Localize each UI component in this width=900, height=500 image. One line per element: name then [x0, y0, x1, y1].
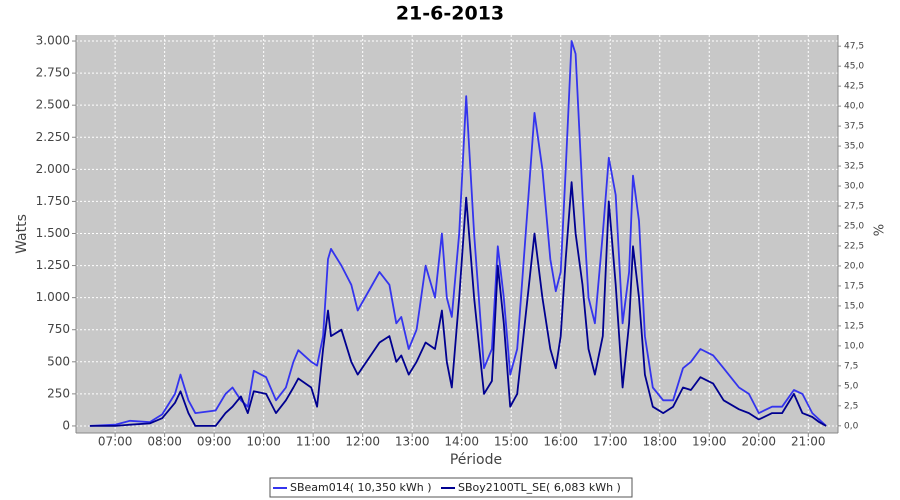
y2-tick-label: 32,5: [844, 162, 864, 172]
x-tick-label: 16:00: [543, 435, 578, 449]
y2-tick-label: 27,5: [844, 202, 864, 212]
x-tick-label: 14:00: [444, 435, 479, 449]
x-tick-label: 08:00: [147, 435, 182, 449]
plot-area: [76, 35, 838, 433]
y2-tick-label: 42,5: [844, 82, 864, 92]
y-tick-label: 1.250: [36, 258, 70, 272]
x-axis-label: Période: [450, 452, 502, 468]
y-tick-label: 250: [47, 386, 70, 400]
y2-tick-label: 37,5: [844, 122, 864, 132]
x-tick-label: 12:00: [345, 435, 380, 449]
y2-tick-label: 5,0: [844, 381, 859, 391]
y-tick-label: 3.000: [36, 34, 70, 48]
x-tick-label: 19:00: [692, 435, 727, 449]
y-tick-label: 750: [47, 322, 70, 336]
legend-label: SBeam014( 10,350 kWh ): [290, 481, 432, 494]
x-tick-label: 10:00: [246, 435, 281, 449]
x-tick-label: 17:00: [593, 435, 628, 449]
y2-tick-label: 17,5: [844, 281, 864, 291]
y2-tick-label: 12,5: [844, 321, 864, 331]
y2-tick-label: 40,0: [844, 102, 864, 112]
x-tick-label: 18:00: [642, 435, 677, 449]
y-tick-label: 0: [62, 418, 70, 432]
x-tick-label: 21:00: [791, 435, 826, 449]
y2-tick-label: 2,5: [844, 401, 858, 411]
y2-tick-label: 10,0: [844, 341, 864, 351]
y2-tick-label: 15,0: [844, 301, 864, 311]
y-tick-label: 1.500: [36, 226, 70, 240]
y2-tick-label: 25,0: [844, 222, 864, 232]
y2-tick-label: 20,0: [844, 261, 864, 271]
x-tick-label: 07:00: [98, 435, 133, 449]
y2-tick-label: 0,0: [844, 421, 859, 431]
y2-tick-label: 22,5: [844, 241, 864, 251]
x-tick-label: 15:00: [494, 435, 529, 449]
x-tick-label: 20:00: [741, 435, 776, 449]
y-tick-label: 2.500: [36, 98, 70, 112]
y2-tick-label: 45,0: [844, 62, 864, 72]
y-tick-label: 2.000: [36, 162, 70, 176]
x-tick-label: 11:00: [296, 435, 331, 449]
series-line: [89, 181, 827, 427]
x-tick-label: 09:00: [197, 435, 232, 449]
y-tick-label: 1.750: [36, 194, 70, 208]
y2-axis-label: %: [873, 224, 888, 236]
y2-tick-label: 35,0: [844, 142, 864, 152]
y-tick-label: 2.250: [36, 130, 70, 144]
y-tick-label: 1.000: [36, 290, 70, 304]
chart-title: 21-6-2013: [396, 3, 504, 25]
y-axis-label: Watts: [14, 214, 30, 254]
legend-label: SBoy2100TL_SE( 6,083 kWh ): [458, 481, 621, 494]
x-tick-label: 13:00: [395, 435, 430, 449]
series-line: [89, 40, 827, 427]
y-tick-label: 500: [47, 354, 70, 368]
y2-tick-label: 47,5: [844, 42, 864, 52]
y-tick-label: 2.750: [36, 66, 70, 80]
y2-tick-label: 30,0: [844, 182, 864, 192]
y2-tick-label: 7,5: [844, 361, 858, 371]
